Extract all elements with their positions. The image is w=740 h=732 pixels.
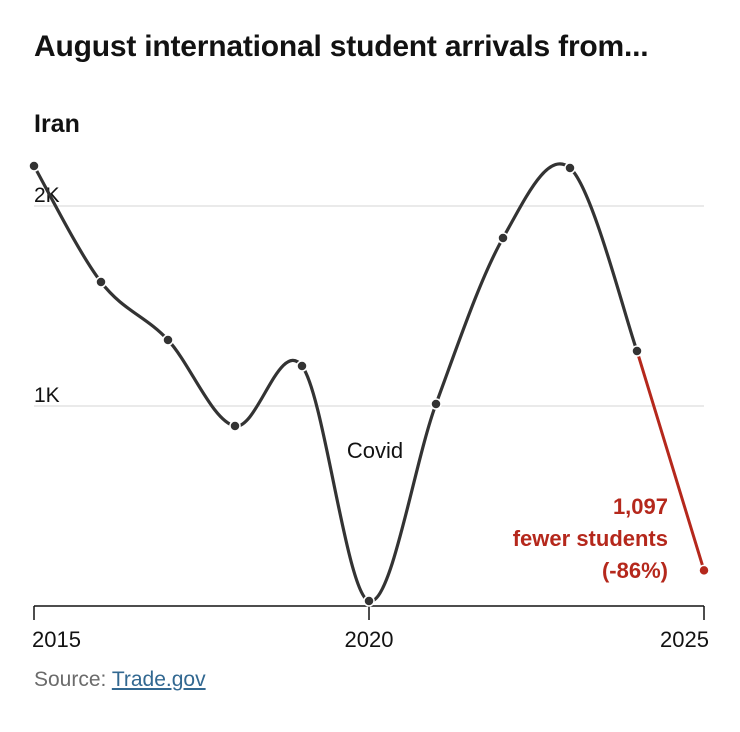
callout-line-2: fewer students — [513, 526, 668, 551]
series-lines — [32, 162, 706, 603]
data-point-2024 — [631, 345, 643, 357]
x-tick-label: 2015 — [32, 627, 81, 652]
data-point-2017 — [162, 334, 174, 346]
source-note: Source: Trade.gov — [34, 668, 206, 692]
highlight-segment — [635, 349, 706, 572]
annotation-covid: Covid — [347, 438, 403, 463]
callout-line-1: 1,097 — [613, 494, 668, 519]
data-point-2023 — [564, 162, 576, 174]
source-link[interactable]: Trade.gov — [111, 668, 206, 691]
x-axis: 2015 2020 2025 — [32, 605, 709, 652]
series-line — [32, 162, 639, 603]
data-point-2022 — [497, 232, 509, 244]
callout-line-3: (-86%) — [602, 558, 668, 583]
data-point-2020 — [363, 595, 375, 607]
data-points — [28, 160, 710, 607]
data-point-2025 — [698, 564, 710, 577]
x-tick-label: 2025 — [660, 627, 709, 652]
data-point-2016 — [95, 276, 107, 288]
data-point-2021 — [430, 398, 442, 410]
chart-title: August international student arrivals fr… — [34, 30, 649, 63]
data-point-2015 — [28, 160, 40, 172]
data-point-2018 — [229, 420, 241, 432]
x-tick-label: 2020 — [345, 627, 394, 652]
data-point-2019 — [296, 360, 308, 372]
source-label: Source: — [34, 668, 112, 691]
chart-subtitle: Iran — [34, 110, 80, 138]
chart-labels: Covid 1,097 fewer students (-86%) — [347, 438, 668, 583]
y-tick-label: 1K — [34, 384, 60, 407]
